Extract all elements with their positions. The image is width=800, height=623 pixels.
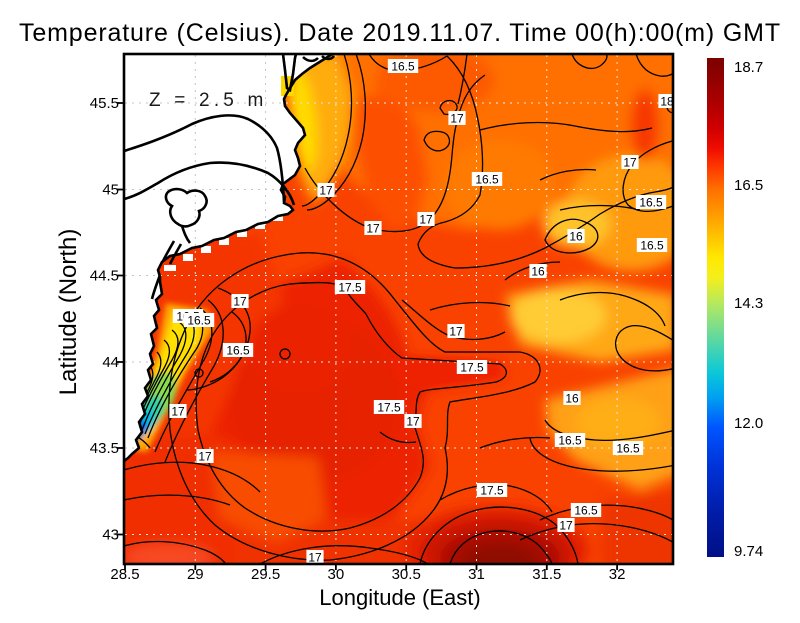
svg-text:16.5: 16.5 [187, 314, 211, 328]
svg-text:16.5: 16.5 [734, 177, 763, 194]
svg-text:17: 17 [366, 222, 380, 236]
svg-text:16.5: 16.5 [616, 442, 640, 456]
svg-text:17.5: 17.5 [377, 401, 401, 415]
svg-text:16: 16 [531, 265, 545, 279]
svg-text:14.3: 14.3 [734, 295, 763, 312]
svg-text:17.5: 17.5 [338, 281, 362, 295]
svg-text:Latitude (North): Latitude (North) [55, 229, 82, 396]
svg-text:16.5: 16.5 [640, 239, 664, 253]
svg-text:16.5: 16.5 [639, 196, 663, 210]
svg-text:29.5: 29.5 [251, 566, 280, 583]
svg-text:17: 17 [450, 112, 464, 126]
svg-text:29: 29 [187, 566, 204, 583]
svg-text:30.5: 30.5 [392, 566, 421, 583]
svg-text:16: 16 [565, 392, 579, 406]
svg-text:18: 18 [660, 95, 674, 109]
svg-text:Z = 2.5 m: Z = 2.5 m [149, 90, 268, 111]
svg-text:31: 31 [468, 566, 485, 583]
svg-text:17: 17 [449, 325, 463, 339]
svg-text:16: 16 [569, 230, 583, 244]
svg-text:17: 17 [623, 156, 637, 170]
svg-text:Longitude (East): Longitude (East) [319, 585, 480, 610]
svg-text:9.74: 9.74 [734, 543, 763, 560]
svg-text:17.5: 17.5 [480, 484, 504, 498]
svg-text:17: 17 [419, 213, 433, 227]
svg-text:30: 30 [328, 566, 345, 583]
svg-text:44.5: 44.5 [90, 268, 119, 285]
svg-text:12.0: 12.0 [734, 415, 763, 432]
svg-text:17: 17 [559, 519, 573, 533]
svg-text:43.5: 43.5 [90, 440, 119, 457]
svg-text:Temperature (Celsius). Date 20: Temperature (Celsius). Date 2019.11.07. … [19, 19, 781, 47]
svg-text:16.5: 16.5 [391, 60, 415, 74]
svg-text:43: 43 [102, 527, 119, 544]
svg-text:32: 32 [609, 566, 626, 583]
svg-text:16.5: 16.5 [475, 173, 499, 187]
svg-text:16.5: 16.5 [226, 344, 250, 358]
svg-text:16.5: 16.5 [558, 434, 582, 448]
svg-text:17: 17 [198, 450, 212, 464]
svg-text:16.5: 16.5 [574, 504, 598, 518]
svg-text:17.5: 17.5 [460, 361, 484, 375]
svg-text:31.5: 31.5 [532, 566, 561, 583]
svg-text:44: 44 [102, 354, 119, 371]
svg-text:17: 17 [171, 405, 185, 419]
svg-text:17: 17 [319, 184, 333, 198]
svg-text:28.5: 28.5 [110, 566, 139, 583]
svg-text:17: 17 [406, 415, 420, 429]
svg-text:45.5: 45.5 [90, 95, 119, 112]
svg-text:17: 17 [233, 295, 247, 309]
svg-text:18.7: 18.7 [734, 59, 763, 76]
svg-text:45: 45 [102, 182, 119, 199]
svg-text:17: 17 [308, 551, 322, 565]
